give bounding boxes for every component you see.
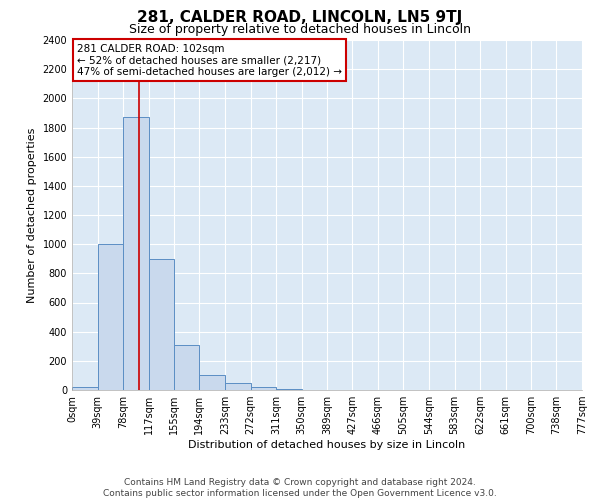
X-axis label: Distribution of detached houses by size in Lincoln: Distribution of detached houses by size … [188,440,466,450]
Bar [251,387,276,390]
Text: Contains HM Land Registry data © Crown copyright and database right 2024.
Contai: Contains HM Land Registry data © Crown c… [103,478,497,498]
Bar [149,259,174,390]
Bar [276,388,302,390]
Bar [98,244,123,390]
Bar [174,345,199,390]
Text: 281 CALDER ROAD: 102sqm
← 52% of detached houses are smaller (2,217)
47% of semi: 281 CALDER ROAD: 102sqm ← 52% of detache… [77,44,342,76]
Bar [225,384,251,390]
Text: Size of property relative to detached houses in Lincoln: Size of property relative to detached ho… [129,22,471,36]
Text: 281, CALDER ROAD, LINCOLN, LN5 9TJ: 281, CALDER ROAD, LINCOLN, LN5 9TJ [137,10,463,25]
Bar [72,387,98,390]
Bar [199,376,225,390]
Bar [123,118,149,390]
Y-axis label: Number of detached properties: Number of detached properties [27,128,37,302]
